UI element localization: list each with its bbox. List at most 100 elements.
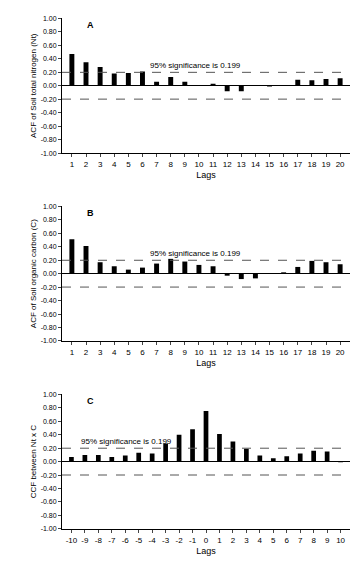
svg-text:-0.60: -0.60 <box>41 123 57 130</box>
svg-text:0.20: 0.20 <box>43 69 57 76</box>
svg-text:0.60: 0.60 <box>43 230 57 237</box>
svg-text:0.60: 0.60 <box>43 42 57 49</box>
svg-text:0.80: 0.80 <box>43 216 57 223</box>
svg-text:19: 19 <box>322 160 331 169</box>
svg-text:0.80: 0.80 <box>43 28 57 35</box>
svg-text:13: 13 <box>237 348 246 357</box>
svg-text:5: 5 <box>126 348 131 357</box>
svg-text:-0.80: -0.80 <box>41 324 57 331</box>
svg-text:-9: -9 <box>81 536 89 545</box>
svg-text:ACF of Soil organic carbon (C): ACF of Soil organic carbon (C) <box>29 219 38 328</box>
svg-text:ACF of Soil total nitrogen (Nt: ACF of Soil total nitrogen (Nt) <box>29 33 38 138</box>
svg-text:1.00: 1.00 <box>43 391 57 398</box>
svg-text:0.20: 0.20 <box>43 257 57 264</box>
svg-text:95% significance is 0.199: 95% significance is 0.199 <box>81 437 172 446</box>
svg-text:B: B <box>87 208 94 218</box>
svg-text:5: 5 <box>271 536 276 545</box>
svg-text:9: 9 <box>325 536 330 545</box>
svg-text:6: 6 <box>140 160 145 169</box>
svg-text:15: 15 <box>265 160 274 169</box>
svg-text:-0.40: -0.40 <box>41 485 57 492</box>
svg-text:18: 18 <box>307 348 316 357</box>
svg-text:8: 8 <box>311 536 316 545</box>
svg-text:0.40: 0.40 <box>43 431 57 438</box>
svg-text:-0.80: -0.80 <box>41 136 57 143</box>
svg-text:0.00: 0.00 <box>43 82 57 89</box>
svg-text:6: 6 <box>285 536 290 545</box>
svg-text:18: 18 <box>307 160 316 169</box>
svg-text:6: 6 <box>140 348 145 357</box>
svg-text:4: 4 <box>112 348 117 357</box>
svg-text:14: 14 <box>251 348 260 357</box>
svg-text:-0.40: -0.40 <box>41 109 57 116</box>
svg-text:5: 5 <box>126 160 131 169</box>
svg-text:-8: -8 <box>95 536 103 545</box>
svg-text:2: 2 <box>84 160 89 169</box>
svg-text:0.40: 0.40 <box>43 55 57 62</box>
svg-text:3: 3 <box>98 348 103 357</box>
svg-text:-3: -3 <box>162 536 170 545</box>
svg-text:3: 3 <box>244 536 249 545</box>
svg-text:Lags: Lags <box>196 546 216 556</box>
svg-text:7: 7 <box>298 536 303 545</box>
svg-text:11: 11 <box>209 160 218 169</box>
svg-text:20: 20 <box>336 160 345 169</box>
svg-text:2: 2 <box>84 348 89 357</box>
svg-text:10: 10 <box>194 348 203 357</box>
svg-text:-1.00: -1.00 <box>41 150 57 157</box>
svg-text:13: 13 <box>237 160 246 169</box>
svg-text:8: 8 <box>168 160 173 169</box>
svg-text:3: 3 <box>98 160 103 169</box>
svg-text:95% significance is 0.199: 95% significance is 0.199 <box>150 249 241 258</box>
svg-text:-10: -10 <box>66 536 78 545</box>
svg-text:20: 20 <box>336 348 345 357</box>
svg-text:10: 10 <box>336 536 345 545</box>
svg-text:1: 1 <box>217 536 222 545</box>
svg-text:19: 19 <box>322 348 331 357</box>
svg-text:-0.60: -0.60 <box>41 311 57 318</box>
svg-text:15: 15 <box>265 348 274 357</box>
svg-text:17: 17 <box>293 160 302 169</box>
svg-text:-7: -7 <box>108 536 116 545</box>
svg-text:-0.20: -0.20 <box>41 472 57 479</box>
svg-text:7: 7 <box>154 348 159 357</box>
svg-text:-0.20: -0.20 <box>41 96 57 103</box>
svg-text:-1: -1 <box>189 536 197 545</box>
svg-text:-0.20: -0.20 <box>41 284 57 291</box>
svg-text:A: A <box>87 20 94 30</box>
svg-text:1.00: 1.00 <box>43 203 57 210</box>
svg-text:-0.40: -0.40 <box>41 297 57 304</box>
svg-text:2: 2 <box>231 536 236 545</box>
svg-text:-0.80: -0.80 <box>41 512 57 519</box>
svg-text:0.00: 0.00 <box>43 458 57 465</box>
svg-text:1: 1 <box>70 160 75 169</box>
svg-text:-2: -2 <box>176 536 184 545</box>
svg-text:-1.00: -1.00 <box>41 337 57 344</box>
svg-text:16: 16 <box>279 160 288 169</box>
svg-text:16: 16 <box>279 348 288 357</box>
svg-text:12: 12 <box>223 160 232 169</box>
svg-text:-6: -6 <box>122 536 130 545</box>
svg-text:12: 12 <box>223 348 232 357</box>
svg-text:9: 9 <box>183 348 188 357</box>
svg-text:1.00: 1.00 <box>43 15 57 22</box>
svg-text:-0.60: -0.60 <box>41 498 57 505</box>
svg-text:0: 0 <box>204 536 209 545</box>
svg-text:0.40: 0.40 <box>43 243 57 250</box>
svg-text:8: 8 <box>168 348 173 357</box>
svg-text:14: 14 <box>251 160 260 169</box>
svg-text:-5: -5 <box>135 536 143 545</box>
svg-text:10: 10 <box>194 160 203 169</box>
svg-text:0.00: 0.00 <box>43 270 57 277</box>
svg-text:0.20: 0.20 <box>43 445 57 452</box>
svg-text:4: 4 <box>112 160 117 169</box>
svg-text:Lags: Lags <box>196 358 216 368</box>
svg-text:0.80: 0.80 <box>43 404 57 411</box>
svg-text:7: 7 <box>154 160 159 169</box>
svg-text:11: 11 <box>209 348 218 357</box>
svg-text:Lags: Lags <box>196 170 216 180</box>
svg-text:-1.00: -1.00 <box>41 525 57 532</box>
svg-text:C: C <box>87 396 94 406</box>
svg-text:CCF between Nt x C: CCF between Nt x C <box>29 425 38 499</box>
svg-text:4: 4 <box>258 536 263 545</box>
